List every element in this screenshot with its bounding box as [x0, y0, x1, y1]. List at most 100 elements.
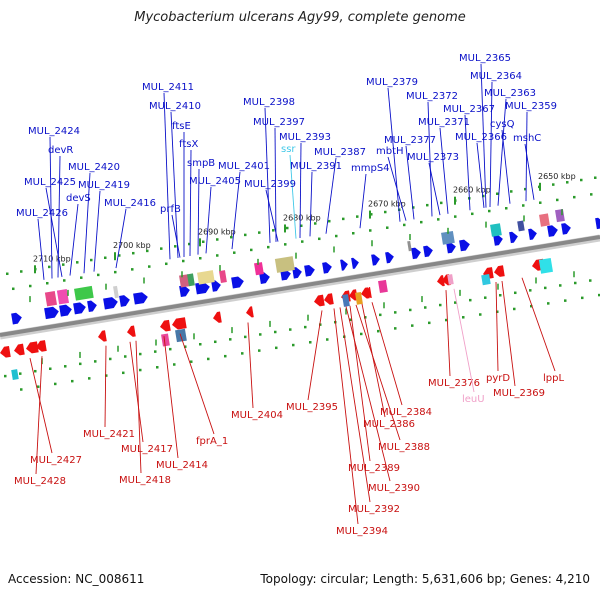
scale-dot: [214, 340, 217, 344]
forward-leader-line: [83, 172, 91, 274]
forward-gene-label: MUL_2393: [279, 132, 331, 143]
scale-dot: [207, 357, 210, 361]
reverse-leader-line: [339, 307, 371, 503]
forward-gene-label: MUL_2410: [149, 101, 201, 112]
ruler-label: 2690 kbp: [198, 227, 236, 236]
ruler-label: 2700 kbp: [113, 241, 151, 250]
feature-box: [179, 274, 190, 288]
scale-dot: [510, 190, 513, 193]
reverse-gene-label: leuU: [462, 394, 485, 405]
reverse-leader-line: [333, 308, 359, 525]
forward-leader-line: [49, 136, 53, 279]
forward-gene-arrow: [119, 295, 130, 307]
reverse-gene-label: MUL_2390: [368, 483, 420, 494]
forward-leader-line: [170, 111, 179, 258]
forward-gene-arrow: [595, 217, 600, 230]
scale-dot: [148, 265, 151, 268]
scale-dot: [356, 215, 359, 218]
forward-gene-arrow: [87, 300, 97, 313]
reverse-gene-arrow: [98, 330, 107, 342]
scale-dot: [318, 237, 321, 241]
feature-box: [219, 270, 227, 283]
forward-gene-arrow: [59, 304, 72, 317]
reverse-gene-arrow: [365, 286, 372, 299]
forward-gene-arrow: [322, 262, 332, 274]
scale-dot: [289, 328, 292, 331]
scale-dot: [488, 209, 491, 213]
forward-gene-label: MUL_2373: [407, 152, 459, 163]
forward-gene-arrow: [509, 231, 518, 244]
scale-dot: [48, 265, 51, 269]
scale-dot: [199, 342, 202, 346]
scale-dot: [62, 263, 65, 266]
forward-gene-arrow: [385, 252, 394, 264]
forward-gene-label: MUL_2391: [290, 161, 342, 172]
forward-gene-arrow: [411, 247, 421, 260]
forward-leader-line: [427, 101, 433, 217]
scale-dot: [564, 299, 567, 302]
accession-label: Accession:: [8, 572, 72, 586]
forward-gene-label: devS: [66, 193, 91, 204]
scale-dot: [6, 272, 9, 276]
forward-gene-arrow: [133, 292, 148, 305]
reverse-gene-arrow: [14, 343, 25, 356]
forward-leader-line: [309, 171, 313, 237]
scale-dot: [386, 226, 389, 229]
forward-gene-label: MUL_2365: [459, 53, 511, 64]
forward-gene-arrow: [528, 228, 537, 241]
forward-leader-line: [189, 149, 192, 256]
forward-gene-label: ssr: [281, 144, 296, 155]
scale-dot: [335, 234, 338, 238]
forward-leader-line: [171, 214, 181, 258]
scale-dot: [514, 291, 517, 295]
forward-leader-line: [497, 98, 507, 206]
scale-dot: [244, 233, 247, 237]
ruler-label: 2660 kbp: [453, 186, 491, 195]
scale-dot: [377, 329, 380, 333]
reverse-gene-label: MUL_2394: [336, 526, 388, 537]
forward-leader-line: [289, 154, 297, 239]
scale-dot: [513, 307, 516, 311]
scale-dot: [469, 298, 472, 302]
scale-dot: [114, 270, 117, 274]
scale-dot: [184, 345, 187, 348]
reverse-gene-label: MUL_2386: [363, 419, 415, 430]
forward-leader-line: [387, 87, 401, 222]
forward-gene-label: MUL_2416: [104, 198, 156, 209]
scale-dot: [471, 212, 474, 216]
forward-gene-arrow: [547, 225, 558, 237]
figure-title: Mycobacterium ulcerans Agy99, complete g…: [134, 10, 466, 25]
reverse-leader-line: [345, 306, 391, 482]
forward-gene-label: MUL_2366: [455, 132, 507, 143]
reverse-leader-line: [135, 340, 142, 474]
feature-box: [113, 285, 119, 299]
feature-box: [342, 294, 350, 307]
scale-dot: [174, 245, 177, 248]
reverse-gene-arrow: [26, 341, 39, 354]
ruler-label: 2670 kbp: [368, 200, 406, 209]
forward-gene-label: MUL_2387: [314, 147, 366, 158]
forward-leader-line: [69, 203, 79, 276]
scale-dot: [505, 207, 508, 210]
scale-dot: [409, 308, 412, 312]
forward-leader-line: [163, 92, 171, 260]
scale-dot: [188, 242, 191, 246]
forward-gene-arrow: [259, 272, 270, 284]
forward-leader-line: [428, 162, 441, 216]
feature-box: [161, 333, 170, 347]
forward-gene-label: MUL_2425: [24, 177, 76, 188]
forward-gene-label: MUL_2419: [78, 180, 130, 191]
reverse-leader-line: [521, 277, 556, 372]
scale-dot: [454, 301, 457, 304]
forward-leader-line: [489, 81, 493, 207]
forward-leader-line: [205, 186, 212, 254]
feature-box: [254, 262, 264, 276]
forward-gene-label: MUL_2367: [443, 104, 495, 115]
scale-dot: [233, 251, 236, 254]
reverse-gene-label: MUL_2414: [156, 460, 208, 471]
scale-dot: [94, 360, 97, 363]
forward-gene-label: cysQ: [490, 119, 515, 130]
forward-gene-arrow: [103, 297, 118, 310]
reverse-leader-line: [355, 304, 401, 441]
forward-leader-line: [197, 168, 200, 255]
